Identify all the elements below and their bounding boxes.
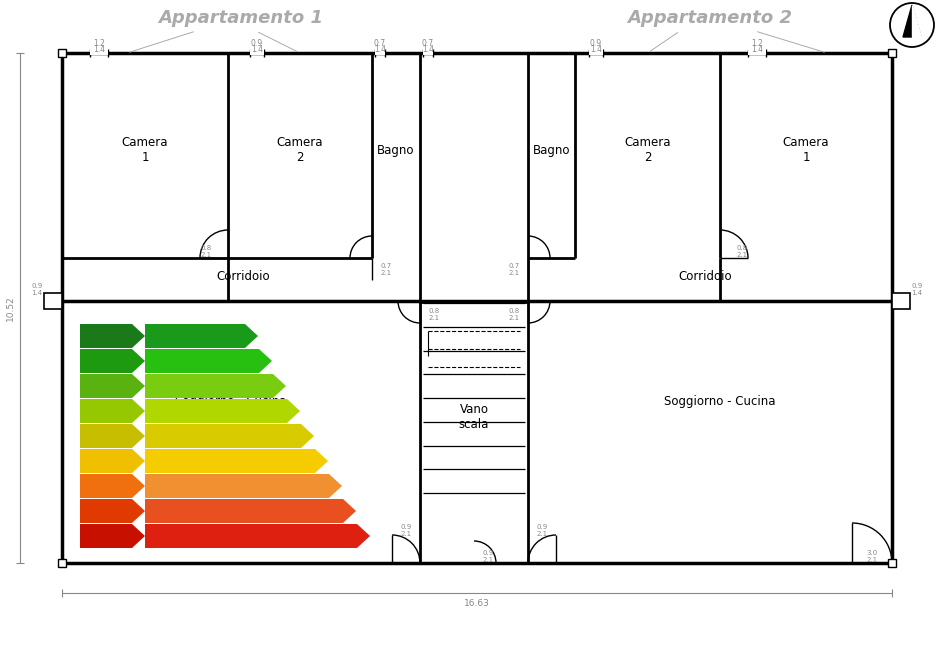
Polygon shape <box>80 374 144 398</box>
Text: B: B <box>101 430 110 443</box>
Text: Appartamento 1: Appartamento 1 <box>159 9 323 27</box>
Text: 1.4: 1.4 <box>251 46 262 54</box>
Polygon shape <box>80 474 144 498</box>
Text: 2.1: 2.1 <box>400 531 412 537</box>
Text: 3.0: 3.0 <box>866 550 877 556</box>
Text: 0.9: 0.9 <box>910 283 921 289</box>
Text: Camera
1: Camera 1 <box>122 136 168 165</box>
Bar <box>887 49 895 57</box>
Text: 1.4: 1.4 <box>93 46 105 54</box>
Bar <box>90 47 108 55</box>
Text: Bagno: Bagno <box>377 144 414 157</box>
Bar <box>887 559 895 567</box>
Text: A2: A2 <box>96 379 115 392</box>
Polygon shape <box>144 399 299 423</box>
Bar <box>423 47 432 55</box>
Text: Bagno: Bagno <box>532 144 569 157</box>
Text: Camera
1: Camera 1 <box>782 136 829 165</box>
Text: 0.7: 0.7 <box>508 263 519 269</box>
Bar <box>44 293 62 309</box>
Bar <box>375 47 384 55</box>
Text: 10.52: 10.52 <box>6 295 14 321</box>
Text: Corridoio: Corridoio <box>216 270 270 283</box>
Text: 2.1: 2.1 <box>508 270 519 276</box>
Text: 1.4: 1.4 <box>374 46 385 54</box>
Text: Camera
2: Camera 2 <box>277 136 323 165</box>
Text: A4: A4 <box>96 330 115 343</box>
Text: 0.9: 0.9 <box>536 524 547 530</box>
Text: 0.8: 0.8 <box>428 308 439 314</box>
Text: 2.1: 2.1 <box>735 252 747 258</box>
Polygon shape <box>144 349 272 373</box>
Text: Vano
scala: Vano scala <box>459 403 489 431</box>
Bar <box>891 293 909 309</box>
Text: 1.4: 1.4 <box>422 46 433 54</box>
Text: 1.4: 1.4 <box>31 290 42 296</box>
Polygon shape <box>144 499 356 523</box>
Text: 1.4: 1.4 <box>589 46 601 54</box>
Text: 0.7: 0.7 <box>374 39 386 48</box>
Bar <box>58 49 66 57</box>
Text: Appartamento 2: Appartamento 2 <box>627 9 792 27</box>
Text: 2.1: 2.1 <box>508 315 519 321</box>
Bar <box>748 47 766 55</box>
Polygon shape <box>80 349 144 373</box>
Text: 0.8: 0.8 <box>735 245 747 251</box>
Text: 0.7: 0.7 <box>380 263 391 269</box>
Text: 2.1: 2.1 <box>428 315 439 321</box>
Polygon shape <box>144 474 342 498</box>
Polygon shape <box>144 424 313 448</box>
Polygon shape <box>144 324 258 348</box>
Text: E: E <box>102 479 110 492</box>
Text: Corridoio: Corridoio <box>678 270 731 283</box>
Text: Camera
2: Camera 2 <box>624 136 670 165</box>
Polygon shape <box>80 499 144 523</box>
Text: 0.8: 0.8 <box>508 308 519 314</box>
Text: F: F <box>102 505 110 517</box>
Text: 1.2: 1.2 <box>750 39 762 48</box>
Text: 2.1: 2.1 <box>380 270 391 276</box>
Polygon shape <box>80 424 144 448</box>
Text: 2.1: 2.1 <box>866 557 877 563</box>
Polygon shape <box>80 399 144 423</box>
Text: 0.9: 0.9 <box>481 550 493 556</box>
Text: A3: A3 <box>97 355 115 368</box>
Text: Soggiorno - Cucina: Soggiorno - Cucina <box>664 396 775 409</box>
Text: 0.9: 0.9 <box>251 39 262 48</box>
Polygon shape <box>144 374 286 398</box>
Polygon shape <box>902 5 920 37</box>
Text: A1: A1 <box>96 404 115 417</box>
Polygon shape <box>80 449 144 473</box>
Bar <box>58 559 66 567</box>
Text: 0.9: 0.9 <box>589 39 601 48</box>
Text: 1.4: 1.4 <box>910 290 921 296</box>
Polygon shape <box>144 524 370 548</box>
Text: 2.1: 2.1 <box>200 252 211 258</box>
Text: C: C <box>101 454 110 468</box>
Bar <box>588 47 602 55</box>
Polygon shape <box>144 449 328 473</box>
Polygon shape <box>911 5 920 37</box>
Text: 1.2: 1.2 <box>93 39 105 48</box>
Text: 0.8: 0.8 <box>200 245 211 251</box>
Text: 0.7: 0.7 <box>421 39 433 48</box>
Text: 2.1: 2.1 <box>536 531 547 537</box>
Polygon shape <box>80 324 144 348</box>
Polygon shape <box>80 524 144 548</box>
Text: 0.9: 0.9 <box>400 524 412 530</box>
Text: Soggiorno - Cucina: Soggiorno - Cucina <box>175 396 286 409</box>
Text: G: G <box>101 530 111 543</box>
Text: 2.1: 2.1 <box>482 557 493 563</box>
Text: 1.4: 1.4 <box>750 46 762 54</box>
Bar <box>250 47 263 55</box>
Text: 0.9: 0.9 <box>31 283 42 289</box>
Text: 16.63: 16.63 <box>464 599 489 607</box>
